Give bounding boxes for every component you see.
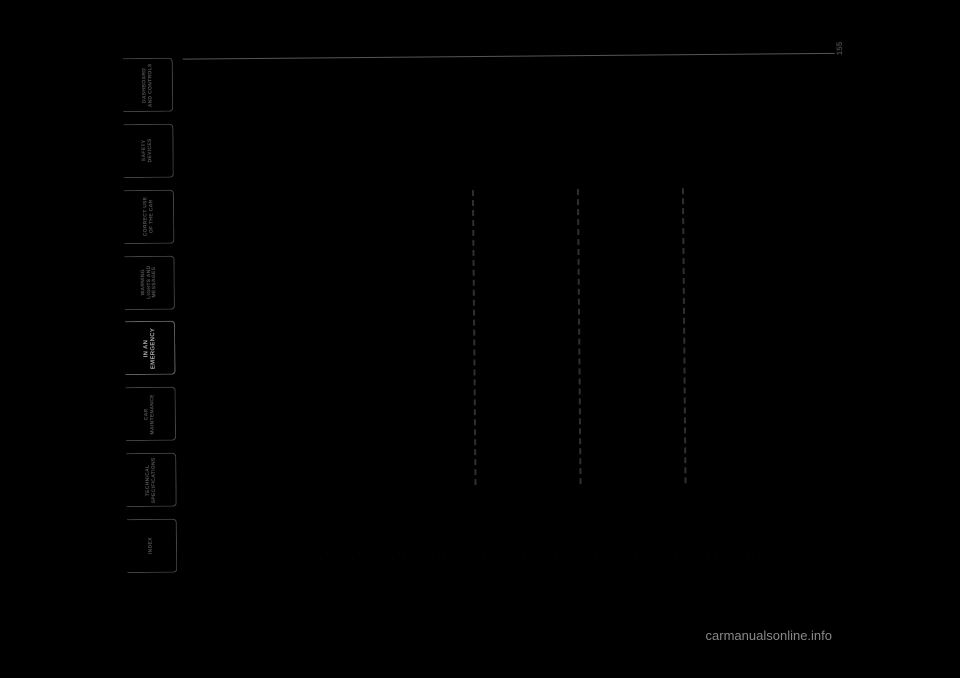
toc-dots: . . . . . . . . . . . . [563, 553, 614, 559]
toc-entry: . . . . . . . . . . . . [563, 549, 614, 561]
toc-dots: . . . . . . . . . . . . [309, 555, 360, 561]
table-of-contents: . . . . . . . . . . . .. . . . . . . . .… [207, 559, 809, 564]
toc-entry: . . . . . . . . . . . . [461, 550, 512, 562]
tab-emergency[interactable]: IN AN EMERGENCY [125, 321, 175, 375]
column-divider [577, 189, 582, 484]
toc-entry: . . . . . . . . . . . . [258, 552, 309, 564]
tab-label: CAR MAINTENANCE [145, 394, 156, 434]
column-divider [682, 188, 687, 483]
footer-watermark: carmanualsonline.info [706, 628, 832, 643]
page-number: 155 [835, 42, 844, 55]
tab-dashboard[interactable]: DASHBOARD AND CONTROLS [123, 58, 173, 112]
toc-entry: . . . . . . . . . . . . [207, 552, 258, 564]
toc-entry: . . . . . . . . . . . . [715, 548, 766, 560]
tab-index[interactable]: INDEX [127, 519, 177, 573]
vertical-rules [183, 52, 835, 58]
tab-label: TECHNICAL SPECIFICATIONS [145, 457, 156, 503]
toc-entry: . . . . . . . . . . . . [309, 551, 360, 563]
page-content: 155 . . . . . . . . . . . .. . . . . . .… [183, 52, 839, 573]
tab-label: DASHBOARD AND CONTROLS [142, 63, 153, 107]
tab-label: IN AN EMERGENCY [143, 328, 157, 369]
toc-entry: . . . . . . . . . . . . [360, 551, 411, 563]
tab-tech-specs[interactable]: TECHNICAL SPECIFICATIONS [126, 453, 176, 507]
toc-dots: . . . . . . . . . . . . [410, 554, 461, 560]
toc-dots: . . . . . . . . . . . . [207, 556, 258, 562]
toc-dots: . . . . . . . . . . . . [614, 552, 665, 558]
tab-safety[interactable]: SAFETY DEVICES [123, 124, 173, 178]
toc-entry: . . . . . . . . . . . . [410, 550, 461, 562]
tab-maintenance[interactable]: CAR MAINTENANCE [126, 387, 176, 441]
toc-dots: . . . . . . . . . . . . [715, 552, 766, 558]
toc-dots: . . . . . . . . . . . . [360, 555, 411, 561]
tab-warning-lights[interactable]: WARNING LIGHTS AND MESSAGES [124, 255, 174, 309]
toc-dots: . . . . . . . . . . . . [665, 552, 716, 558]
tab-label: CORRECT USE OF THE CAR [143, 197, 154, 237]
toc-entry: . . . . . . . . . . . . [512, 549, 563, 561]
toc-entry: . . . . . . . . . . . . [665, 548, 716, 560]
side-tabs: DASHBOARD AND CONTROLS SAFETY DEVICES CO… [123, 58, 177, 573]
toc-entry: . . . . . . . . . . . . [614, 548, 665, 560]
tab-label: SAFETY DEVICES [142, 139, 153, 163]
tab-correct-use[interactable]: CORRECT USE OF THE CAR [124, 189, 174, 243]
toc-dots: . . . . . . . . . . . . [512, 553, 563, 559]
toc-dots: . . . . . . . . . . . . [461, 554, 512, 560]
toc-dots: . . . . . . . . . . . . [258, 556, 309, 562]
column-divider [472, 190, 477, 485]
tab-label: WARNING LIGHTS AND MESSAGES [141, 266, 158, 300]
manual-page: DASHBOARD AND CONTROLS SAFETY DEVICES CO… [123, 52, 839, 573]
tab-label: INDEX [149, 537, 155, 554]
